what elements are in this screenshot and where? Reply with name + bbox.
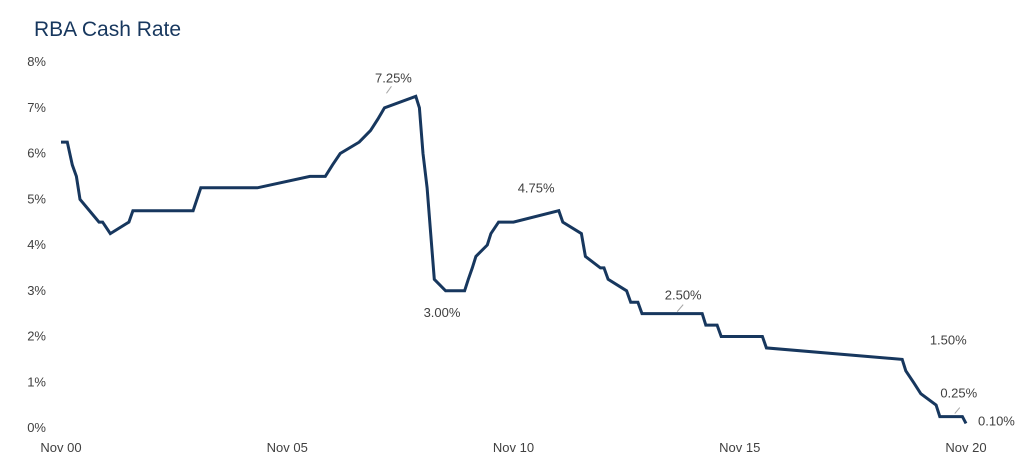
annotation-label: 0.10% <box>978 413 1015 428</box>
y-tick-label: 1% <box>27 374 46 389</box>
annotation-label: 1.50% <box>930 332 967 347</box>
cash-rate-line <box>61 94 968 425</box>
y-tick-label: 3% <box>27 283 46 298</box>
annotation-label: 4.75% <box>518 181 555 196</box>
series-layer <box>61 94 968 425</box>
annotation-label: 7.25% <box>375 70 412 85</box>
y-tick-label: 6% <box>27 146 46 161</box>
chart-title: RBA Cash Rate <box>34 18 182 41</box>
annotation-leader <box>676 304 684 312</box>
annotation-leader <box>954 407 961 414</box>
annotation-label: 0.25% <box>940 386 977 401</box>
y-tick-label: 8% <box>27 54 46 69</box>
y-tick-label: 2% <box>27 329 46 344</box>
x-axis-ticks: Nov 00 Nov 05 Nov 10 Nov 15 Nov 20 <box>40 440 986 455</box>
annotation-label: 3.00% <box>424 305 461 320</box>
annotation-label: 2.50% <box>665 288 702 303</box>
y-tick-label: 7% <box>27 100 46 115</box>
y-tick-label: 0% <box>27 420 46 435</box>
annotation-leader <box>386 86 392 94</box>
y-tick-label: 4% <box>27 237 46 252</box>
y-tick-label: 5% <box>27 191 46 206</box>
x-tick-label: Nov 05 <box>267 440 308 455</box>
x-tick-label: Nov 00 <box>40 440 81 455</box>
x-tick-label: Nov 10 <box>493 440 534 455</box>
annotation-layer: 7.25% 3.00% 4.75% 2.50% 1.50% 0.25%0.10% <box>375 70 1015 428</box>
x-tick-label: Nov 15 <box>719 440 760 455</box>
y-axis-ticks: 0% 1% 2% 3% 4% 5% 6% 7% 8% <box>27 54 46 435</box>
x-tick-label: Nov 20 <box>945 440 986 455</box>
